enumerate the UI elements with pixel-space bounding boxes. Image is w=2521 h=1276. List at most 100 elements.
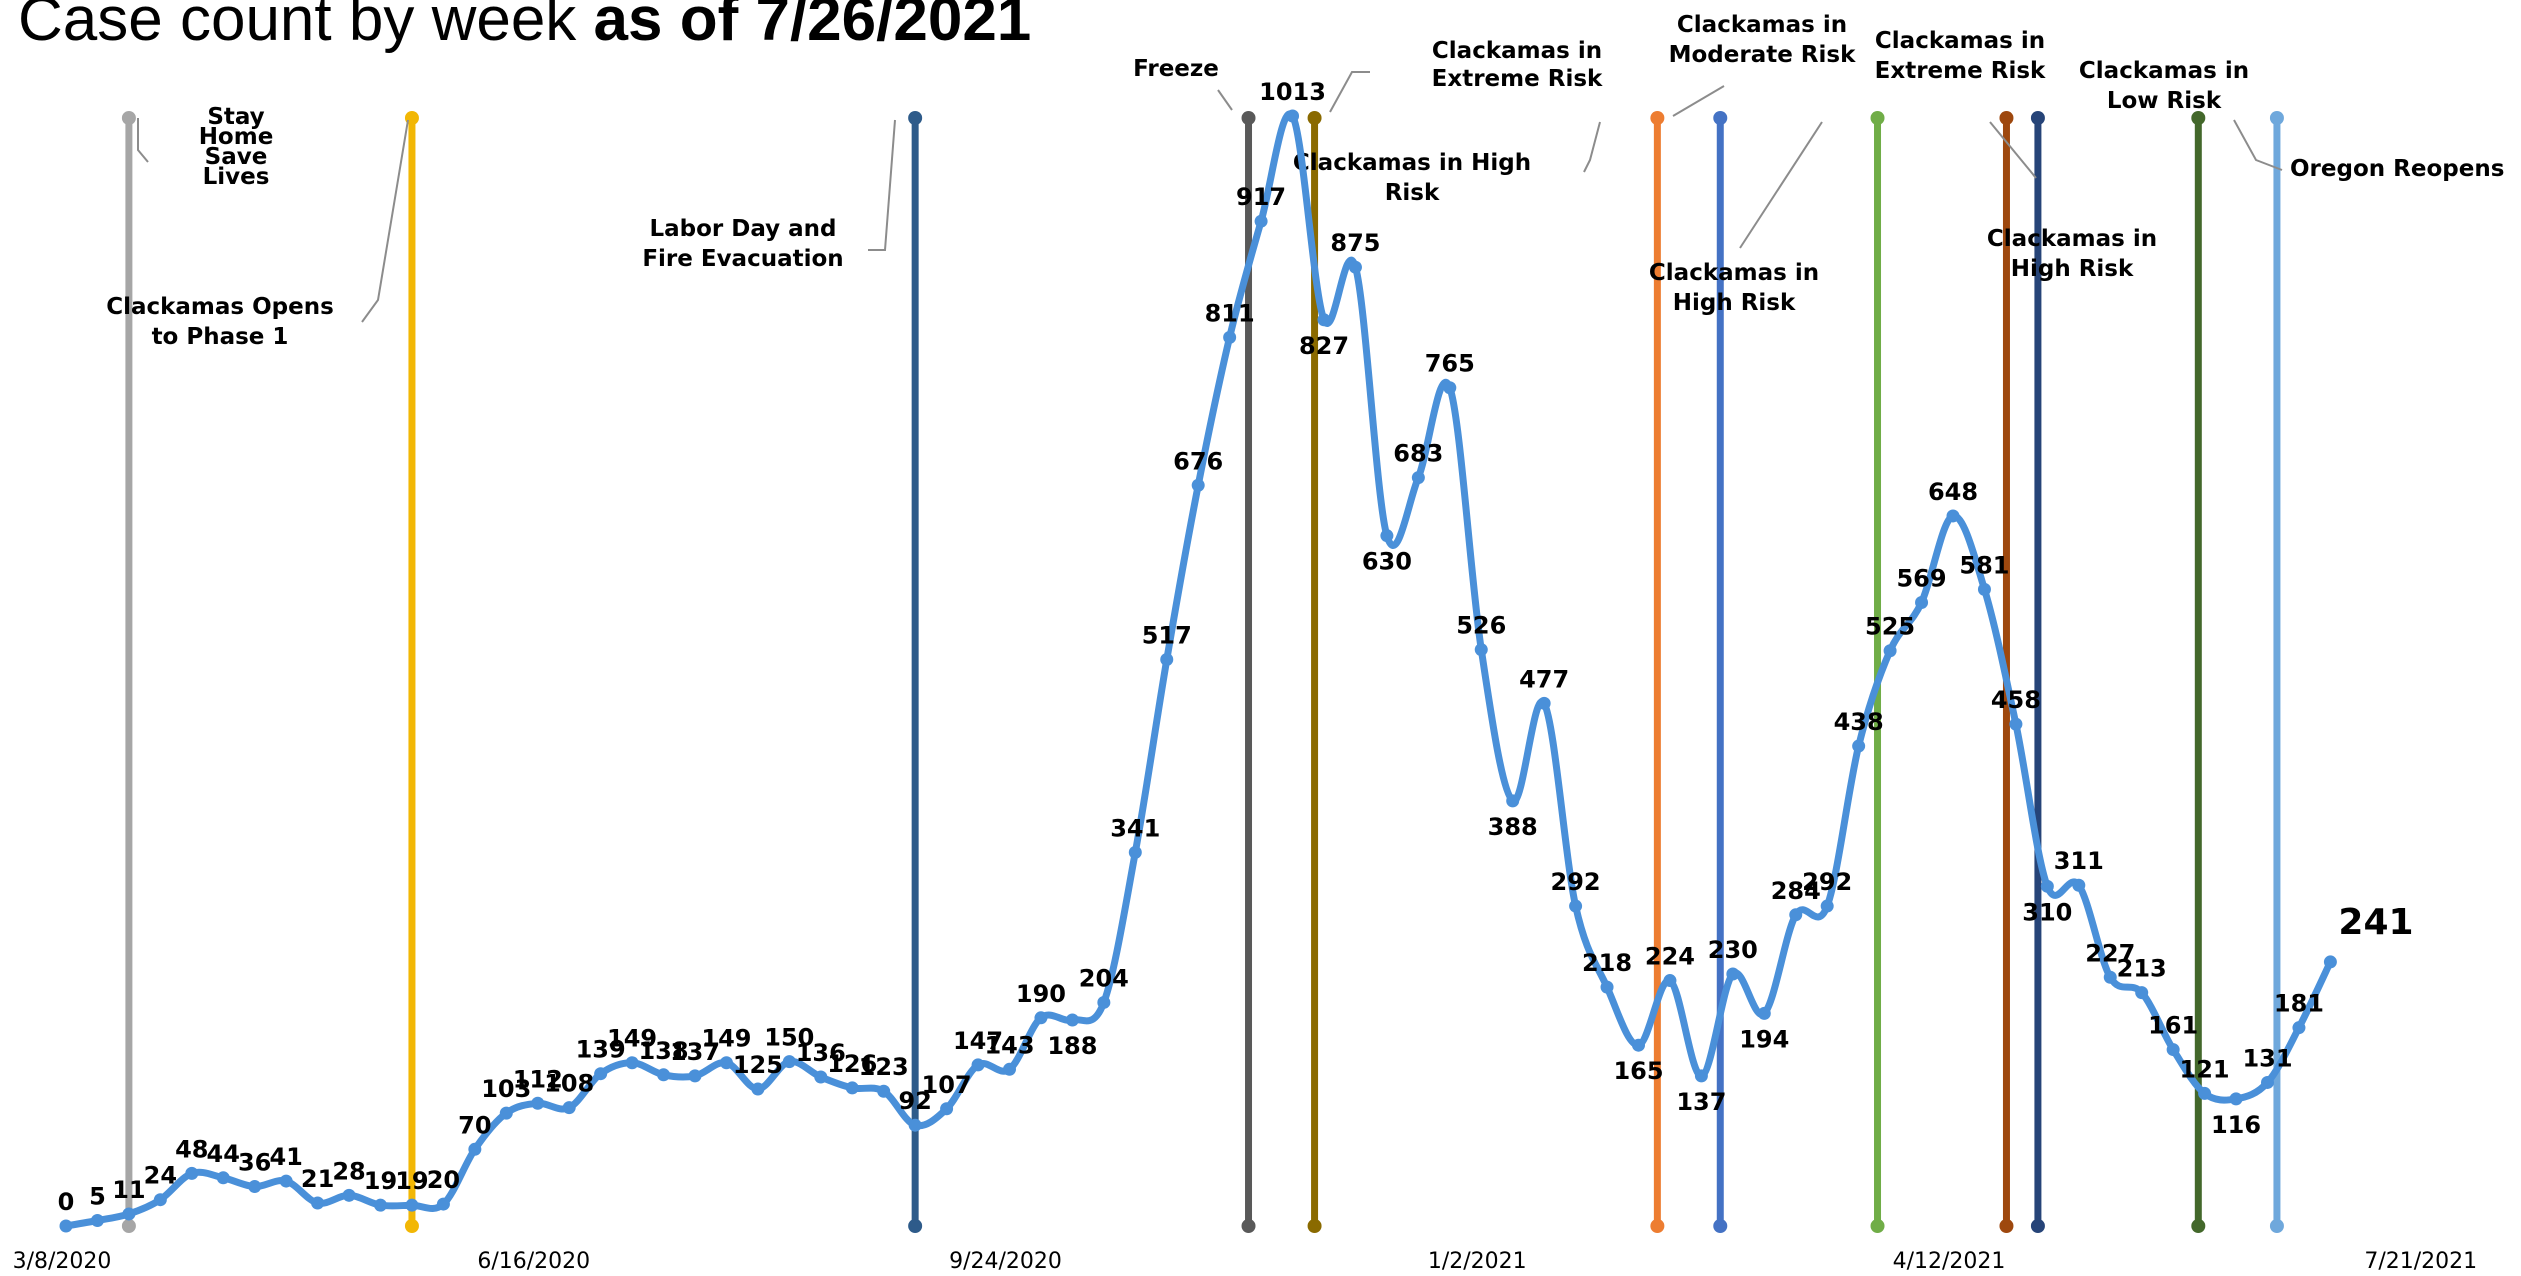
data-point-27 [877, 1084, 891, 1098]
data-point-37 [1191, 478, 1205, 492]
data-point-43 [1380, 529, 1394, 543]
event-label-10-line-2: High Risk [2011, 256, 2134, 282]
event-label-2-line-2: to Phase 1 [152, 324, 289, 350]
event-label-3-line-1: Labor Day and [649, 216, 836, 242]
data-point-46 [1474, 643, 1488, 657]
data-point-63 [2009, 717, 2023, 731]
data-point-6 [216, 1171, 230, 1185]
data-point-10 [342, 1188, 356, 1202]
data-point-71 [2261, 1075, 2274, 1089]
event-line-top-marker-8 [1870, 111, 1885, 125]
data-label-49: 292 [1551, 868, 1601, 896]
event-line-top-marker-1 [121, 111, 136, 125]
data-label-24: 150 [764, 1024, 814, 1052]
event-line-bottom-marker-11 [2191, 1219, 2206, 1233]
data-label-57: 292 [1802, 868, 1852, 896]
event-line-top-marker-12 [2269, 111, 2284, 125]
data-label-69: 121 [2180, 1055, 2230, 1083]
data-point-44 [1411, 471, 1425, 485]
chart-title: Case count by week as of 7/26/2021 [18, 0, 1032, 54]
data-label-43: 630 [1362, 548, 1412, 576]
data-point-20 [657, 1068, 671, 1082]
data-label-32: 190 [1016, 980, 1066, 1008]
data-label-53: 137 [1676, 1088, 1726, 1116]
data-point-66 [2103, 970, 2117, 984]
data-label-28: 92 [898, 1087, 931, 1115]
data-label-5: 48 [175, 1135, 208, 1163]
event-leader-4 [1217, 89, 1233, 111]
event-leader-5 [1329, 71, 1370, 113]
data-label-38: 811 [1205, 299, 1255, 327]
data-label-23: 125 [733, 1051, 783, 1079]
data-point-5 [185, 1166, 199, 1180]
event-leader-1 [137, 118, 149, 163]
data-point-31 [1003, 1062, 1016, 1076]
data-label-47: 388 [1488, 813, 1538, 841]
data-label-22: 149 [701, 1025, 751, 1053]
event-label-1-line-3: Save [205, 144, 268, 170]
data-label-12: 19 [395, 1167, 428, 1195]
event-label-8-line-2: High Risk [1673, 290, 1796, 316]
data-point-49 [1569, 899, 1583, 913]
data-point-9 [311, 1196, 325, 1210]
event-leader-12 [2233, 119, 2283, 171]
data-label-36: 517 [1142, 621, 1192, 649]
data-label-25: 136 [796, 1039, 846, 1067]
data-point-11 [374, 1198, 387, 1212]
event-label-1-line-1: Stay [207, 104, 264, 130]
data-label-31: 143 [984, 1031, 1034, 1059]
event-line-bottom-marker-7 [1713, 1219, 1728, 1233]
data-label-34: 204 [1079, 964, 1129, 992]
event-label-1-line-4: Lives [203, 164, 270, 190]
data-point-39 [1254, 214, 1268, 228]
data-point-34 [1097, 995, 1111, 1009]
data-point-24 [782, 1055, 796, 1069]
data-point-45 [1443, 381, 1457, 395]
data-label-2: 5 [89, 1183, 106, 1211]
data-point-58 [1852, 739, 1866, 753]
data-point-12 [405, 1198, 419, 1212]
data-label-35: 341 [1110, 814, 1160, 842]
data-label-52: 224 [1645, 943, 1695, 971]
data-label-30: 147 [953, 1027, 1003, 1055]
data-label-72: 181 [2274, 990, 2324, 1018]
event-label-5-line-2: Risk [1385, 180, 1440, 206]
data-point-50 [1600, 980, 1614, 994]
data-point-72 [2292, 1021, 2306, 1035]
data-label-16: 112 [513, 1065, 563, 1093]
data-point-65 [2072, 878, 2086, 892]
event-line-bottom-marker-6 [1650, 1219, 1665, 1233]
data-label-33: 188 [1047, 1032, 1097, 1060]
data-point-33 [1065, 1013, 1079, 1027]
data-label-58: 438 [1834, 708, 1884, 736]
data-point-25 [814, 1070, 828, 1084]
data-point-48 [1537, 696, 1551, 710]
data-point-68 [2166, 1043, 2180, 1057]
data-point-26 [845, 1081, 859, 1095]
x-tick-label-2: 6/16/2020 [477, 1249, 590, 1274]
data-point-64 [2040, 879, 2054, 893]
data-label-60: 569 [1896, 565, 1946, 593]
data-point-53 [1694, 1069, 1708, 1083]
event-label-7-line-1: Clackamas in [1677, 12, 1847, 38]
data-label-27: 123 [859, 1053, 909, 1081]
data-point-59 [1883, 644, 1897, 658]
data-point-55 [1757, 1006, 1771, 1020]
data-label-18: 139 [576, 1036, 626, 1064]
data-label-7: 36 [238, 1149, 271, 1177]
data-point-13 [436, 1197, 450, 1211]
event-label-9-line-2: Extreme Risk [1875, 58, 2046, 84]
event-label-6-line-1: Clackamas in [1432, 38, 1602, 64]
event-line-top-marker-11 [2191, 111, 2206, 125]
data-point-21 [688, 1069, 702, 1083]
data-point-73 [2323, 955, 2337, 969]
event-line-top-marker-3 [908, 111, 923, 125]
data-label-8: 41 [269, 1143, 302, 1171]
event-line-bottom-marker-10 [2030, 1219, 2045, 1233]
event-line-bottom-marker-12 [2269, 1219, 2284, 1233]
event-label-4-line-1: Freeze [1133, 56, 1219, 82]
event-label-6-line-2: Extreme Risk [1432, 66, 1603, 92]
data-point-69 [2198, 1086, 2212, 1100]
data-label-39: 917 [1236, 183, 1286, 211]
data-point-2 [90, 1214, 104, 1228]
